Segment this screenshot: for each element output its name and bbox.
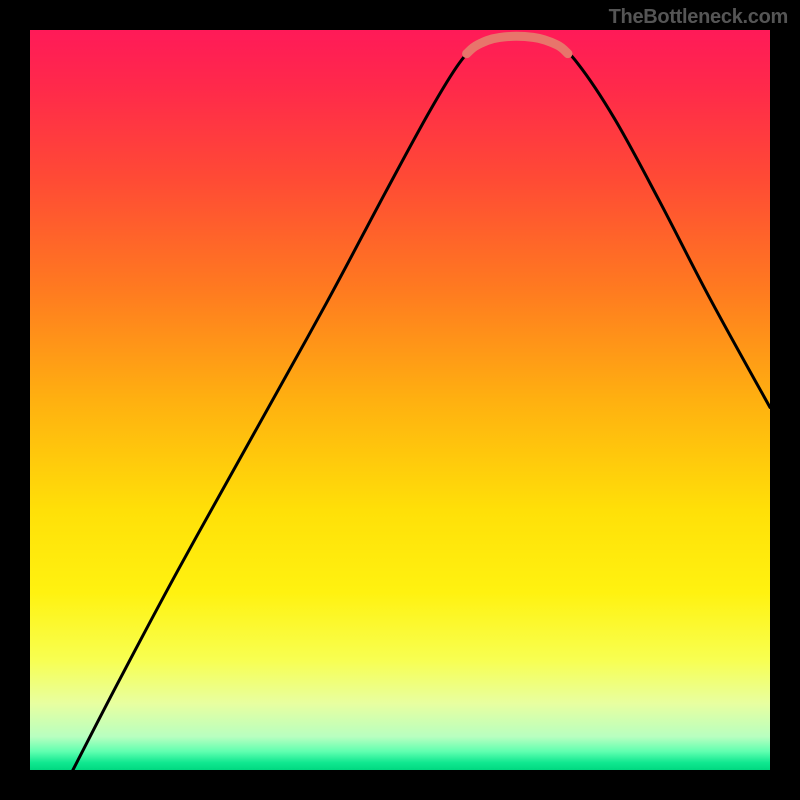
chart-container: TheBottleneck.com [0,0,800,800]
frame-right [770,0,800,800]
chart-gradient-background [30,30,770,770]
watermark-text: TheBottleneck.com [609,6,788,29]
bottleneck-chart [0,0,800,800]
frame-bottom [0,770,800,800]
frame-left [0,0,30,800]
